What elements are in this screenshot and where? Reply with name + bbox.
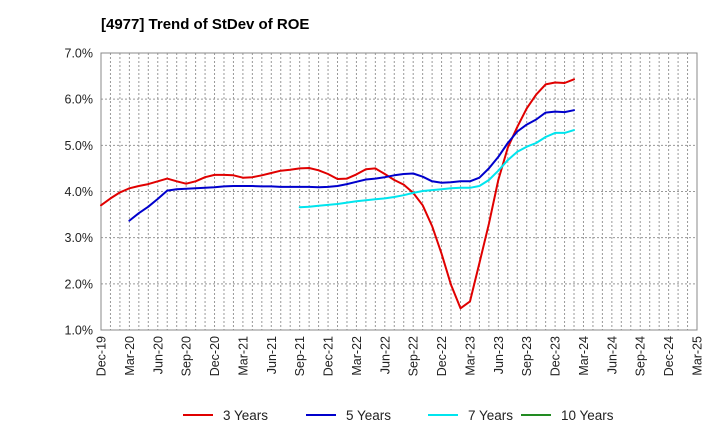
y-tick-label: 7.0% bbox=[65, 47, 94, 61]
legend-label-7-years: 7 Years bbox=[468, 408, 513, 423]
x-tick-label: Mar-25 bbox=[691, 336, 705, 376]
x-tick-label: Dec-21 bbox=[322, 336, 336, 376]
chart-title: [4977] Trend of StDev of ROE bbox=[101, 16, 309, 33]
legend-label-10-years: 10 Years bbox=[561, 408, 614, 423]
y-tick-label: 4.0% bbox=[65, 185, 94, 199]
y-tick-label: 2.0% bbox=[65, 277, 94, 291]
legend-label-5-years: 5 Years bbox=[346, 408, 391, 423]
x-tick-label: Sep-24 bbox=[634, 336, 648, 376]
x-tick-label: Mar-24 bbox=[577, 336, 591, 376]
x-tick-label: Mar-20 bbox=[123, 336, 137, 376]
y-tick-label: 1.0% bbox=[65, 324, 94, 338]
series-line-3-years bbox=[100, 78, 575, 310]
plot-area-frame bbox=[100, 52, 698, 331]
y-tick-label: 3.0% bbox=[65, 231, 94, 245]
grid bbox=[101, 53, 697, 330]
x-tick-label: Jun-23 bbox=[492, 336, 506, 374]
x-tick-label: Mar-23 bbox=[463, 336, 477, 376]
series-lines bbox=[100, 78, 575, 310]
x-tick-label: Sep-22 bbox=[407, 336, 421, 376]
x-tick-label: Dec-19 bbox=[95, 336, 109, 376]
series-line-5-years bbox=[128, 109, 575, 222]
x-tick-label: Jun-21 bbox=[265, 336, 279, 374]
x-tick-label: Dec-22 bbox=[435, 336, 449, 376]
x-tick-label: Dec-23 bbox=[549, 336, 563, 376]
x-tick-label: Jun-22 bbox=[378, 336, 392, 374]
x-tick-label: Sep-21 bbox=[293, 336, 307, 376]
y-tick-label: 5.0% bbox=[65, 139, 94, 153]
x-tick-label: Mar-22 bbox=[350, 336, 364, 376]
x-tick-label: Dec-20 bbox=[208, 336, 222, 376]
x-tick-label: Dec-24 bbox=[662, 336, 676, 376]
x-tick-label: Sep-20 bbox=[180, 336, 194, 376]
series-line-7-years bbox=[298, 129, 575, 209]
y-tick-label: 6.0% bbox=[65, 93, 94, 107]
x-tick-label: Jun-24 bbox=[605, 336, 619, 374]
x-axis: Dec-19 Mar-20 Jun-20 Sep-20 Dec-20 Mar-21 Jun-… bbox=[95, 336, 705, 376]
x-tick-label: Jun-20 bbox=[151, 336, 165, 374]
legend-label-3-years: 3 Years bbox=[223, 408, 268, 423]
legend: 3 Years 5 Years 7 Years 10 Years bbox=[183, 408, 614, 423]
x-tick-label: Sep-23 bbox=[520, 336, 534, 376]
y-axis: 1.0% 2.0% 3.0% 4.0% 5.0% 6.0% 7.0% bbox=[65, 47, 94, 338]
x-tick-label: Mar-21 bbox=[236, 336, 250, 376]
